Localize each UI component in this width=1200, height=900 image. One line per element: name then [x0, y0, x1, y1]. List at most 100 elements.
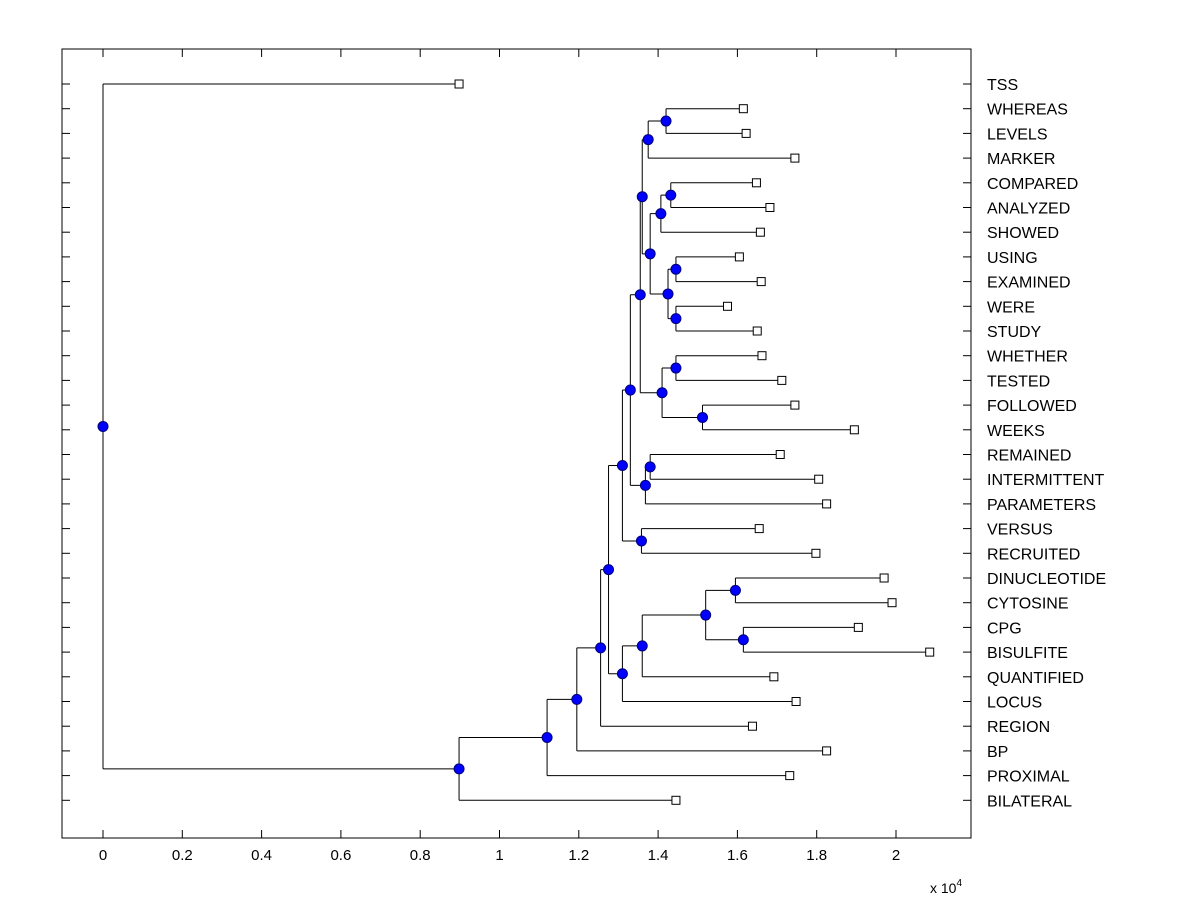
leaf-marker-marker [790, 153, 800, 163]
leaf-label-bilateral: BILATERAL [987, 793, 1072, 810]
axis-ticks [62, 49, 971, 838]
merge-node-n14 [644, 461, 656, 473]
leaf-label-locus: LOCUS [987, 695, 1042, 712]
x-tick-label: 0 [99, 847, 107, 864]
merge-node-n29 [97, 420, 109, 432]
merge-node-n17 [635, 535, 647, 547]
merge-node-n24 [603, 564, 615, 576]
merge-node-n6 [670, 313, 682, 325]
merge-node-n21 [700, 609, 712, 621]
merge-node-n10 [670, 362, 682, 374]
x-tick-label: 2 [892, 847, 900, 864]
merge-node-n1 [660, 115, 672, 127]
leaf-label-proximal: PROXIMAL [987, 769, 1070, 786]
leaf-label-weeks: WEEKS [987, 423, 1045, 440]
link-n11 [702, 404, 855, 431]
leaf-marker-bisulfite [925, 647, 935, 657]
leaf-label-marker: MARKER [987, 151, 1055, 168]
leaf-label-tested: TESTED [987, 373, 1050, 390]
merge-node-n20 [737, 634, 749, 646]
merge-node-n5 [670, 263, 682, 275]
link-n25 [600, 569, 753, 727]
merge-node-n12 [656, 387, 668, 399]
leaf-marker-intermittent [814, 474, 824, 484]
leaf-marker-locus [791, 697, 801, 706]
link-n20 [742, 626, 930, 653]
merge-node-n19 [729, 584, 741, 596]
merge-node-n15 [639, 479, 651, 491]
leaf-label-were: WERE [987, 299, 1035, 316]
leaf-marker-quantified [769, 672, 779, 682]
link-n14 [649, 454, 819, 480]
link-n6 [675, 305, 758, 332]
leaf-marker-bilateral [671, 795, 681, 805]
leaf-label-quantified: QUANTIFIED [987, 670, 1084, 687]
x-tick-label: 0.8 [410, 847, 431, 864]
leaf-label-cpg: CPG [987, 620, 1022, 637]
leaf-label-examined: EXAMINED [987, 275, 1071, 292]
x-tick-label: 1.6 [727, 847, 748, 864]
leaf-marker-tss [454, 79, 464, 89]
merge-node-n4 [655, 208, 667, 220]
merge-node-n9 [636, 191, 648, 203]
leaf-marker-proximal [785, 771, 795, 781]
x-tick-label: 0.4 [251, 847, 272, 864]
leaf-label-bp: BP [987, 744, 1008, 761]
leaf-marker-using [734, 252, 744, 262]
x-tick-label: 0.2 [172, 847, 193, 864]
merge-node-n18 [616, 459, 628, 471]
leaf-marker-followed [790, 400, 800, 410]
leaf-marker-versus [754, 524, 764, 534]
leaf-label-tss: TSS [987, 77, 1018, 94]
x-tick-label: 0.6 [330, 847, 351, 864]
merge-node-n16 [624, 384, 636, 396]
leaf-markers [454, 79, 935, 805]
merge-node-n25 [595, 642, 607, 654]
merge-node-n7 [662, 288, 674, 300]
x-tick-label: 1.4 [648, 847, 669, 864]
link-n15 [644, 466, 827, 505]
leaf-marker-remained [775, 450, 785, 459]
leaf-label-versus: VERSUS [987, 522, 1053, 539]
leaf-marker-examined [756, 277, 766, 287]
link-n21 [705, 589, 744, 641]
x-tick-label: 1 [495, 847, 503, 864]
x-tick-labels: 0 0.2 0.4 0.6 0.8 1 1.2 1.4 1.6 1.8 2 [99, 847, 900, 864]
leaf-marker-weeks [849, 425, 859, 435]
merge-node-n13 [634, 289, 646, 301]
leaf-marker-whereas [738, 104, 748, 114]
merge-node-n22 [636, 640, 648, 652]
link-n26 [576, 647, 827, 752]
leaf-label-parameters: PARAMETERS [987, 497, 1096, 514]
plot-frame [61, 48, 972, 839]
link-n5 [675, 256, 762, 283]
link-n12 [661, 367, 703, 418]
x-axis-scale-label: x 104 [930, 878, 962, 896]
link-n2 [647, 120, 795, 159]
merge-node-n28 [453, 763, 465, 775]
leaf-label-dinucleotide: DINUCLEOTIDE [987, 571, 1106, 588]
merge-node-n3 [665, 189, 677, 201]
leaf-label-cytosine: CYTOSINE [987, 596, 1069, 613]
leaf-marker-bp [822, 746, 832, 756]
leaf-marker-region [747, 721, 757, 731]
merge-node-markers [97, 115, 749, 775]
merge-node-n8 [644, 248, 656, 260]
leaf-label-study: STUDY [987, 324, 1042, 341]
leaf-marker-compared [751, 178, 761, 188]
leaf-label-levels: LEVELS [987, 126, 1047, 143]
leaf-label-analyzed: ANALYZED [987, 201, 1070, 218]
link-n19 [734, 577, 893, 604]
merge-node-n23 [616, 668, 628, 680]
leaf-marker-parameters [822, 499, 832, 509]
leaf-marker-analyzed [765, 203, 775, 212]
leaf-marker-study [752, 326, 762, 336]
leaf-label-whereas: WHEREAS [987, 102, 1068, 119]
link-n4 [660, 194, 761, 233]
leaf-label-recruited: RECRUITED [987, 546, 1080, 563]
leaf-label-compared: COMPARED [987, 176, 1078, 193]
link-n27 [546, 698, 790, 777]
link-n28 [458, 737, 676, 801]
leaf-marker-cpg [853, 622, 863, 632]
